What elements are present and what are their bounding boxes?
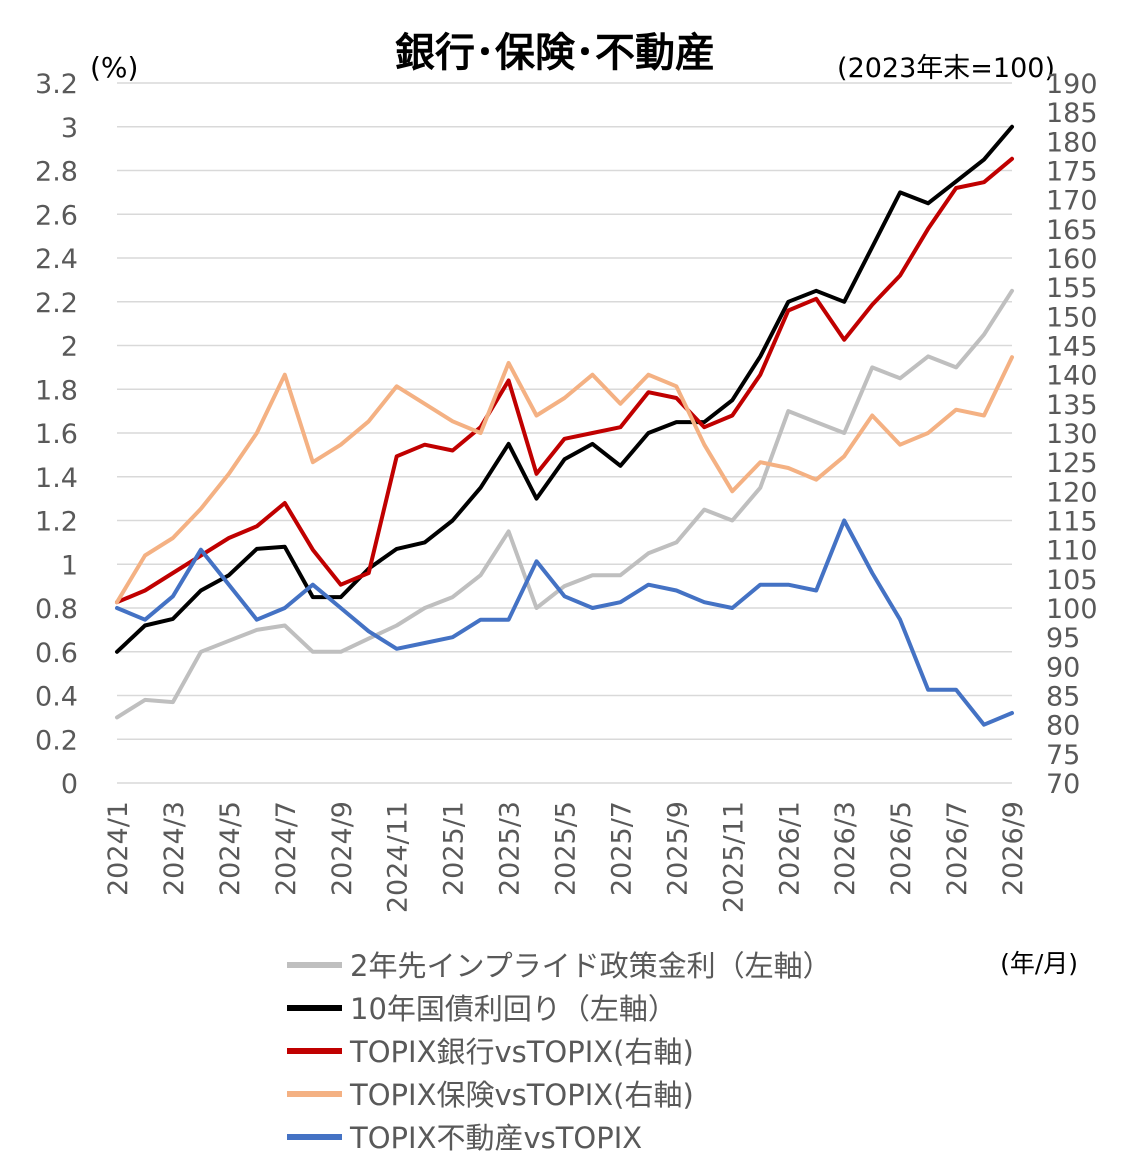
right-tick-label: 115 — [1046, 507, 1098, 538]
right-tick-label: 110 — [1046, 536, 1098, 567]
right-tick-label: 100 — [1046, 594, 1098, 625]
right-tick-label: 130 — [1046, 419, 1098, 450]
legend: 2年先インプライド政策金利（左軸） 10年国債利回り（左軸） TOPIX銀行vsTO… — [287, 949, 832, 1155]
left-tick-label: 1 — [61, 550, 78, 581]
left-tick-label: 2.6 — [35, 200, 78, 231]
left-tick-label: 2.2 — [35, 288, 78, 319]
legend-label: TOPIX保険vsTOPIX(右軸) — [349, 1078, 694, 1112]
left-tick-label: 0.6 — [35, 638, 78, 669]
series-line — [115, 124, 1014, 654]
x-axis-ticks: 2024/1 2024/3 2024/5 2024/7 2024/9 2024/11 202… — [103, 801, 1029, 913]
x-tick-label: 2025/5 — [551, 801, 582, 896]
legend-label: 2年先インプライド政策金利（左軸） — [350, 949, 832, 983]
x-tick-label: 2025/9 — [662, 801, 693, 896]
x-tick-label: 2026/9 — [998, 801, 1029, 896]
series-line — [115, 288, 1014, 720]
legend-label: TOPIX不動産vsTOPIX — [349, 1121, 642, 1155]
x-tick-label: 2025/7 — [606, 801, 637, 896]
left-tick-label: 0.4 — [35, 682, 78, 713]
right-tick-label: 105 — [1046, 565, 1098, 596]
x-tick-label: 2024/7 — [271, 801, 302, 896]
x-tick-label: 2024/9 — [327, 801, 358, 896]
left-tick-label: 2.8 — [35, 157, 78, 188]
x-axis-unit: (年/月) — [1000, 949, 1078, 978]
right-tick-label: 80 — [1046, 711, 1080, 742]
right-tick-label: 180 — [1046, 127, 1098, 158]
x-tick-label: 2026/7 — [942, 801, 973, 896]
x-tick-label: 2025/11 — [718, 801, 749, 913]
right-tick-label: 135 — [1046, 390, 1098, 421]
right-tick-label: 150 — [1046, 302, 1098, 333]
right-tick-label: 85 — [1046, 682, 1080, 713]
x-tick-label: 2024/5 — [215, 801, 246, 896]
right-tick-label: 170 — [1046, 186, 1098, 217]
x-tick-label: 2024/3 — [159, 801, 190, 896]
left-tick-label: 0.2 — [35, 725, 78, 756]
right-tick-label: 175 — [1046, 157, 1098, 188]
series-line — [115, 355, 1014, 605]
right-tick-label: 160 — [1046, 244, 1098, 275]
left-tick-label: 1.6 — [35, 419, 78, 450]
right-tick-label: 125 — [1046, 448, 1098, 479]
x-tick-label: 2026/1 — [774, 801, 805, 896]
left-tick-label: 2 — [61, 332, 78, 363]
right-tick-label: 75 — [1046, 740, 1080, 771]
series-lines — [115, 124, 1014, 727]
x-tick-label: 2025/1 — [439, 801, 470, 896]
right-tick-label: 165 — [1046, 215, 1098, 246]
x-tick-label: 2026/3 — [830, 801, 861, 896]
right-tick-label: 145 — [1046, 332, 1098, 363]
chart-title: 銀行･保険･不動産 — [395, 30, 715, 76]
right-tick-label: 185 — [1046, 98, 1098, 129]
series-line — [115, 156, 1014, 605]
left-tick-label: 1.8 — [35, 375, 78, 406]
left-tick-label: 0 — [61, 769, 78, 800]
right-tick-label: 190 — [1046, 69, 1098, 100]
legend-label: TOPIX銀行vsTOPIX(右軸) — [349, 1035, 694, 1069]
left-tick-label: 3 — [61, 113, 78, 144]
right-tick-label: 90 — [1046, 652, 1080, 683]
x-tick-label: 2026/5 — [886, 801, 917, 896]
left-tick-label: 2.4 — [35, 244, 78, 275]
series-line — [115, 518, 1014, 727]
legend-label: 10年国債利回り（左軸） — [350, 992, 677, 1026]
right-tick-label: 140 — [1046, 361, 1098, 392]
left-tick-label: 3.2 — [35, 69, 78, 100]
left-tick-label: 0.8 — [35, 594, 78, 625]
x-tick-label: 2024/1 — [103, 801, 134, 896]
right-axis-unit: (2023年末=100) — [837, 53, 1055, 84]
left-axis-ticks: 0 0.2 0.4 0.6 0.8 1 1.2 1.4 1.6 1.8 2 2.2 2.4 2.6 2.8 3… — [35, 69, 78, 800]
right-tick-label: 155 — [1046, 273, 1098, 304]
x-tick-label: 2024/11 — [383, 801, 414, 913]
right-axis-ticks: 7075808590951001051101151201251301351401… — [1046, 69, 1098, 800]
x-tick-label: 2025/3 — [495, 801, 526, 896]
left-tick-label: 1.2 — [35, 507, 78, 538]
right-tick-label: 95 — [1046, 623, 1080, 654]
right-tick-label: 70 — [1046, 769, 1080, 800]
left-tick-label: 1.4 — [35, 463, 78, 494]
left-axis-unit: (%) — [90, 51, 138, 84]
right-tick-label: 120 — [1046, 477, 1098, 508]
